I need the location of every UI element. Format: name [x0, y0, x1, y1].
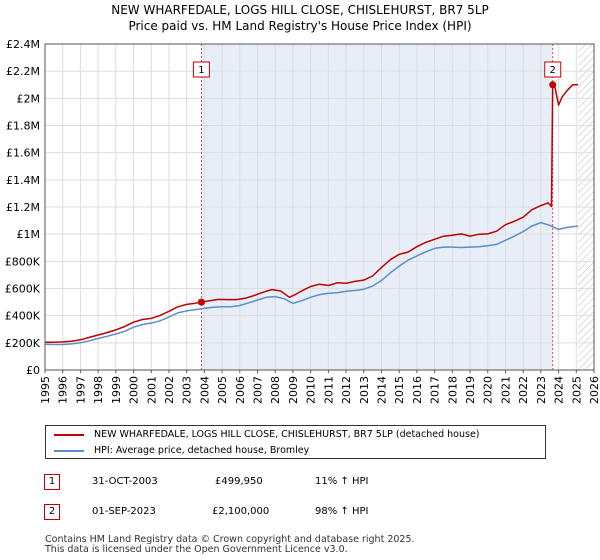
x-tick-label: 2000	[128, 376, 141, 404]
y-tick-label: £1.6M	[6, 147, 40, 160]
x-tick-label: 1995	[39, 376, 52, 404]
y-tick-label: £200K	[5, 337, 41, 350]
sale-label-text: 2	[550, 65, 556, 76]
legend-item-hpi: HPI: Average price, detached house, Brom…	[54, 443, 309, 459]
transaction-marker-box: 1	[44, 474, 60, 490]
sale-label-text: 1	[198, 65, 204, 76]
y-tick-label: £400K	[5, 310, 41, 323]
x-tick-label: 2009	[287, 376, 300, 404]
transaction-hpi-change: 98% ↑ HPI	[315, 506, 369, 517]
y-tick-label: £1M	[17, 228, 41, 241]
x-tick-label: 2026	[588, 376, 600, 404]
transaction-date: 01-SEP-2023	[92, 506, 156, 517]
x-tick-label: 1996	[57, 376, 70, 404]
x-tick-label: 2015	[393, 376, 406, 404]
property-series-line	[45, 84, 579, 343]
transaction-date: 31-OCT-2003	[92, 476, 158, 487]
x-tick-label: 2005	[216, 376, 229, 404]
x-tick-label: 2002	[163, 376, 176, 404]
x-tick-label: 2007	[252, 376, 265, 404]
x-tick-label: 2001	[145, 376, 158, 404]
price-chart: 1 2 £0 £200K £400K £600K £800K £1M £1.2M £1.4M £1…	[5, 38, 600, 404]
x-tick-label: 2019	[464, 376, 477, 404]
transaction-marker-box: 2	[44, 504, 60, 520]
x-tick-label: 2018	[446, 376, 459, 404]
x-tick-label: 2017	[429, 376, 442, 404]
chart-title-line2: Price paid vs. HM Land Registry's House …	[128, 19, 472, 33]
x-tick-label: 2016	[411, 376, 424, 404]
footer-copyright: Contains HM Land Registry data © Crown c…	[45, 534, 415, 545]
y-tick-label: £1.4M	[6, 174, 40, 187]
y-tick-label: £2M	[17, 92, 41, 105]
x-tick-label: 2022	[517, 376, 530, 404]
y-tick-label: £1.2M	[6, 201, 40, 214]
x-tick-label: 2008	[269, 376, 282, 404]
y-tick-label: £2.4M	[6, 38, 40, 51]
x-tick-label: 2014	[375, 376, 388, 404]
plot-frame	[44, 43, 595, 371]
y-tick-label: £600K	[5, 283, 41, 296]
x-tick-label: 2013	[358, 376, 371, 404]
legend: NEW WHARFEDALE, LOGS HILL CLOSE, CHISLEH…	[45, 425, 546, 459]
footer-licence: This data is licensed under the Open Gov…	[45, 544, 348, 555]
x-tick-label: 2020	[482, 376, 495, 404]
x-tick-label: 2012	[340, 376, 353, 404]
x-tick-label: 2021	[499, 376, 512, 404]
sale-label-box	[192, 61, 210, 78]
x-tick-label: 2004	[198, 376, 211, 404]
y-tick-label: £0	[26, 364, 40, 377]
x-tick-label: 2003	[181, 376, 194, 404]
x-tick-label: 2011	[322, 376, 335, 404]
hpi-series-line	[44, 221, 579, 346]
legend-label-property: NEW WHARFEDALE, LOGS HILL CLOSE, CHISLEH…	[94, 429, 480, 440]
x-tick-label: 2023	[535, 376, 548, 404]
x-tick-label: 2024	[553, 376, 566, 404]
transaction-price: £499,950	[215, 476, 263, 487]
legend-label-hpi: HPI: Average price, detached house, Brom…	[94, 445, 310, 456]
x-tick-label: 2025	[570, 376, 583, 404]
sale-label-box	[544, 61, 562, 78]
x-tick-label: 2006	[234, 376, 247, 404]
sale-point	[197, 298, 205, 306]
legend-item-property: NEW WHARFEDALE, LOGS HILL CLOSE, CHISLEH…	[54, 427, 480, 443]
chart-title-line1: NEW WHARFEDALE, LOGS HILL CLOSE, CHISLEH…	[111, 3, 489, 17]
transaction-hpi-change: 11% ↑ HPI	[315, 476, 369, 487]
legend-swatch-property	[54, 433, 84, 436]
y-tick-label: £1.8M	[6, 120, 40, 133]
sale-point	[549, 81, 557, 89]
legend-swatch-hpi	[54, 449, 84, 452]
y-tick-label: £2.2M	[6, 65, 40, 78]
transaction-price: £2,100,000	[212, 506, 270, 517]
x-tick-label: 1998	[92, 376, 105, 404]
y-tick-label: £800K	[5, 255, 41, 268]
x-tick-label: 2010	[305, 376, 318, 404]
x-tick-label: 1999	[110, 376, 123, 404]
x-tick-label: 1997	[74, 376, 87, 404]
